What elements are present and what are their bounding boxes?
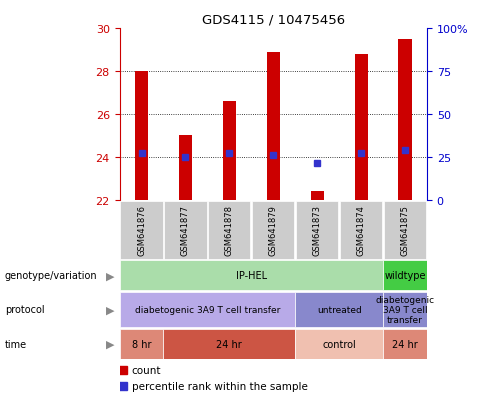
Text: GSM641877: GSM641877 — [181, 205, 190, 256]
Bar — [295, 292, 383, 328]
Text: 24 hr: 24 hr — [217, 339, 242, 349]
Text: count: count — [132, 365, 162, 375]
Text: time: time — [5, 339, 27, 349]
Bar — [384, 202, 426, 259]
Text: diabetogenic
3A9 T cell
transfer: diabetogenic 3A9 T cell transfer — [375, 296, 435, 324]
Text: GSM641876: GSM641876 — [137, 205, 146, 256]
Bar — [398, 40, 412, 200]
Text: ▶: ▶ — [106, 305, 115, 315]
Text: ▶: ▶ — [106, 339, 115, 349]
Text: protocol: protocol — [5, 305, 44, 315]
Text: 8 hr: 8 hr — [132, 339, 151, 349]
Bar — [163, 329, 295, 358]
Bar — [121, 202, 163, 259]
Bar — [310, 192, 324, 200]
Text: GSM641874: GSM641874 — [357, 205, 366, 256]
Text: GSM641873: GSM641873 — [313, 205, 322, 256]
Text: percentile rank within the sample: percentile rank within the sample — [132, 381, 308, 391]
Text: 24 hr: 24 hr — [392, 339, 418, 349]
Bar — [120, 329, 163, 358]
Bar — [383, 329, 427, 358]
Text: GDS4115 / 10475456: GDS4115 / 10475456 — [202, 14, 345, 27]
Bar — [223, 102, 236, 200]
Bar — [164, 202, 206, 259]
Text: GSM641879: GSM641879 — [269, 205, 278, 256]
Text: untreated: untreated — [317, 305, 362, 314]
Bar — [267, 52, 280, 200]
Text: control: control — [322, 339, 356, 349]
Bar — [340, 202, 382, 259]
Text: genotype/variation: genotype/variation — [5, 271, 98, 281]
Bar — [354, 55, 368, 200]
Text: GSM641875: GSM641875 — [401, 205, 409, 256]
Bar — [383, 292, 427, 328]
Bar — [135, 72, 148, 200]
Text: wildtype: wildtype — [384, 271, 426, 281]
Bar — [296, 202, 338, 259]
Text: ▶: ▶ — [106, 271, 115, 281]
Bar — [295, 329, 383, 358]
Bar — [208, 202, 250, 259]
Text: IP-HEL: IP-HEL — [236, 271, 267, 281]
Bar — [252, 202, 294, 259]
Bar — [179, 136, 192, 200]
Bar — [120, 261, 383, 291]
Text: diabetogenic 3A9 T cell transfer: diabetogenic 3A9 T cell transfer — [135, 305, 280, 314]
Bar — [383, 261, 427, 291]
Bar — [120, 292, 295, 328]
Text: GSM641878: GSM641878 — [225, 205, 234, 256]
